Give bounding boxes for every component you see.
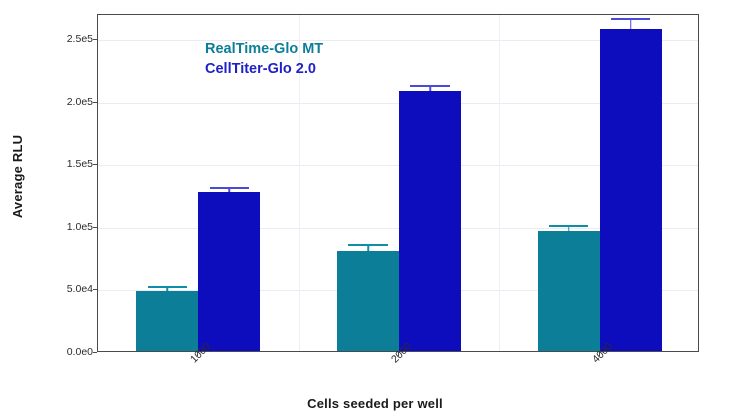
bar-realtime-glo-mt-2000 xyxy=(337,250,399,351)
vertical-gridline xyxy=(298,15,300,351)
error-bar xyxy=(348,244,388,251)
error-bar-cap xyxy=(348,244,388,247)
x-axis-tick-mark xyxy=(598,352,600,356)
y-axis-tick-label: 0.0e0 xyxy=(66,346,93,358)
y-axis-tick-mark xyxy=(93,289,97,291)
error-bar-cap xyxy=(147,285,188,288)
error-bar xyxy=(209,187,250,192)
y-axis-tick-mark xyxy=(93,164,97,166)
y-axis-tick-mark xyxy=(93,101,97,103)
error-bar-stem xyxy=(567,225,570,231)
bar-realtime-glo-mt-4000 xyxy=(537,230,600,351)
error-bar xyxy=(410,85,450,91)
error-bar-stem xyxy=(429,85,431,91)
gridline xyxy=(98,165,698,167)
bar-celltiter-glo-2-0-2000 xyxy=(399,90,461,351)
vertical-gridline xyxy=(499,15,501,351)
error-bar-cap xyxy=(610,18,651,21)
x-axis-title: Cells seeded per well xyxy=(307,396,443,411)
bar-celltiter-glo-2-0-1000 xyxy=(198,192,261,351)
error-bar-cap xyxy=(410,85,450,88)
chart-legend: RealTime-Glo MT CellTiter-Glo 2.0 xyxy=(205,39,323,79)
error-bar-cap xyxy=(548,225,589,228)
error-bar-stem xyxy=(166,285,169,291)
error-bar-stem xyxy=(228,187,231,192)
y-axis-tick-label: 5.0e4 xyxy=(66,283,93,296)
x-axis-tick-mark xyxy=(398,352,399,356)
error-bar-stem xyxy=(629,18,632,30)
gridline xyxy=(98,40,698,41)
error-bar-stem xyxy=(367,244,369,251)
legend-entry-cellTiter-glo-2: CellTiter-Glo 2.0 xyxy=(205,61,316,77)
y-axis-title: Average RLU xyxy=(4,0,32,352)
y-axis-tick-label: 2.0e5 xyxy=(66,95,93,108)
gridline xyxy=(98,102,698,104)
y-axis-tick-label: 1.0e5 xyxy=(66,220,93,233)
error-bar xyxy=(147,285,188,291)
y-axis-tick-mark xyxy=(93,226,97,228)
y-axis-tick-label: 2.5e5 xyxy=(66,33,93,45)
y-axis-title-text: Average RLU xyxy=(10,134,26,218)
y-axis-tick-mark xyxy=(93,39,97,40)
y-axis-tick-mark xyxy=(93,352,97,353)
error-bar xyxy=(610,18,651,30)
bar-realtime-glo-mt-1000 xyxy=(136,290,199,351)
bar-celltiter-glo-2-0-4000 xyxy=(599,29,662,351)
error-bar xyxy=(548,225,589,231)
plot-area: RealTime-Glo MT CellTiter-Glo 2.0 xyxy=(97,14,699,352)
x-axis-tick-mark xyxy=(197,352,199,356)
gridline xyxy=(98,227,698,229)
y-axis-tick-label: 1.5e5 xyxy=(66,158,93,171)
error-bar-cap xyxy=(209,187,250,189)
legend-entry-realtime-glo-mt: RealTime-Glo MT xyxy=(205,41,324,57)
